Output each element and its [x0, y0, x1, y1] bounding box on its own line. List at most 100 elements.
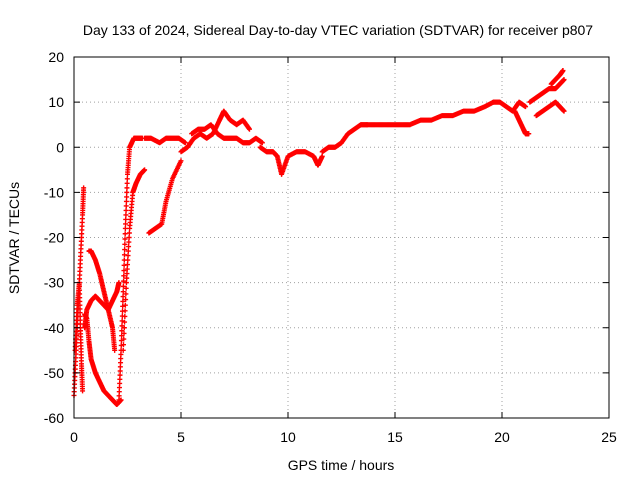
data-point	[80, 388, 86, 394]
data-point	[120, 294, 126, 300]
data-point	[124, 185, 130, 191]
data-point	[122, 236, 128, 242]
x-tick-label: 20	[494, 429, 510, 445]
data-point	[120, 298, 126, 304]
series-late-bottom	[533, 99, 567, 119]
data-point	[122, 241, 128, 247]
data-point	[119, 328, 125, 334]
data-point	[123, 216, 129, 222]
data-point	[123, 297, 129, 303]
chart-title: Day 133 of 2024, Sidereal Day-to-day VTE…	[83, 22, 593, 38]
data-point	[124, 271, 130, 277]
series-late-a	[490, 99, 529, 114]
series-early-spike	[72, 280, 86, 394]
data-point	[319, 153, 325, 159]
data-point	[142, 167, 148, 173]
series-late-spread	[527, 77, 567, 105]
data-point	[122, 308, 128, 314]
x-axis-label: GPS time / hours	[288, 457, 395, 473]
data-point	[124, 180, 130, 186]
data-point	[121, 325, 127, 331]
data-point	[123, 221, 129, 227]
series-climb	[319, 122, 370, 155]
data-point	[561, 77, 567, 83]
series-late-top	[548, 68, 566, 87]
series-late-drop	[512, 108, 532, 137]
y-tick-label: -20	[44, 230, 64, 246]
data-point	[123, 207, 129, 213]
series-midday-b	[189, 122, 265, 146]
data-point	[126, 230, 132, 236]
data-point	[122, 302, 128, 308]
data-point	[124, 194, 130, 200]
series-rise-secondary	[120, 167, 148, 353]
series-afternoon-dip	[146, 158, 184, 236]
series-morning-band-c	[82, 280, 122, 331]
data-point	[126, 244, 132, 250]
x-axis: 0 5 10 15 20 25	[70, 57, 617, 445]
y-tick-label: 20	[48, 49, 64, 65]
data-point	[246, 126, 252, 132]
data-points	[71, 68, 567, 407]
data-point	[523, 104, 529, 110]
data-point	[121, 262, 127, 268]
data-point	[125, 257, 131, 263]
grid	[74, 57, 609, 418]
x-tick-label: 0	[70, 429, 78, 445]
data-point	[125, 248, 131, 254]
x-tick-label: 25	[601, 429, 617, 445]
data-point	[182, 140, 188, 146]
data-point	[120, 303, 126, 309]
x-tick-label: 15	[387, 429, 403, 445]
data-point	[121, 252, 127, 258]
series-midday-a	[178, 108, 252, 155]
data-point	[123, 198, 129, 204]
data-point	[120, 342, 126, 348]
data-point	[125, 253, 131, 259]
y-tick-label: -60	[44, 410, 64, 426]
data-point	[121, 278, 127, 284]
series-plateau	[364, 99, 496, 128]
data-point	[560, 68, 566, 74]
data-point	[178, 158, 184, 164]
y-tick-label: -40	[44, 320, 64, 336]
data-point	[561, 108, 567, 114]
data-point	[125, 262, 130, 268]
y-tick-label: 0	[56, 139, 64, 155]
data-point	[123, 212, 129, 218]
data-point	[122, 225, 128, 231]
y-tick-label: -30	[44, 275, 64, 291]
x-tick-label: 5	[177, 429, 185, 445]
x-tick-label: 10	[280, 429, 296, 445]
data-point	[120, 283, 126, 289]
data-point	[124, 266, 130, 272]
y-tick-label: -50	[44, 365, 64, 381]
data-point	[123, 203, 129, 209]
data-point	[112, 347, 118, 353]
data-point	[121, 330, 127, 336]
y-tick-label: 10	[48, 94, 64, 110]
data-point	[126, 239, 132, 245]
data-point	[123, 291, 129, 297]
series-noon-low	[257, 144, 325, 177]
data-point	[121, 268, 127, 274]
data-point	[120, 289, 126, 295]
y-axis-label: SDTVAR / TECUs	[6, 182, 22, 294]
data-point	[126, 235, 132, 240]
data-point	[259, 140, 265, 146]
series-after-rise	[142, 135, 188, 146]
data-point	[123, 280, 129, 286]
data-point	[526, 131, 532, 137]
data-point	[81, 185, 87, 191]
data-point	[120, 347, 126, 353]
data-point	[123, 285, 129, 291]
data-point	[121, 273, 127, 279]
data-point	[124, 275, 130, 281]
data-point	[116, 280, 122, 286]
series-morning-band-b	[86, 248, 118, 353]
data-point	[122, 231, 128, 237]
data-point	[122, 247, 128, 253]
data-point	[124, 189, 130, 195]
